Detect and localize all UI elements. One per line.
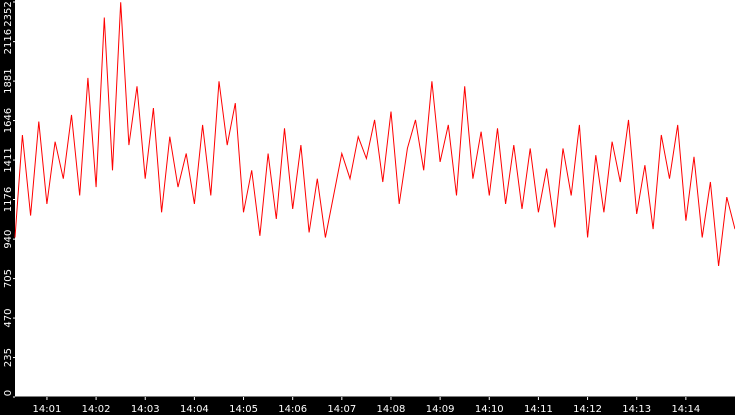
x-axis-band xyxy=(0,397,735,415)
y-axis-ticks: 0 235 470 705 940 1176 1411 1646 1881 2116 2352 xyxy=(3,1,15,398)
y-tick-label: 235 xyxy=(3,348,14,367)
x-tick-label: 14:12 xyxy=(573,404,602,415)
x-tick-label: 14:10 xyxy=(475,404,504,415)
y-tick-label: 0 xyxy=(3,390,14,396)
y-tick-label: 1646 xyxy=(3,108,14,133)
y-tick-label: 470 xyxy=(3,309,14,328)
x-axis-ticks: 14:01 14:02 14:03 14:04 14:05 14:06 14:07 14:08… xyxy=(33,397,700,415)
x-tick-label: 14:03 xyxy=(131,404,160,415)
y-tick-label: 1881 xyxy=(3,68,14,93)
y-tick-label: 940 xyxy=(3,230,14,249)
y-tick-label: 2352 xyxy=(3,1,14,26)
x-tick-label: 14:09 xyxy=(426,404,455,415)
y-tick-label: 1176 xyxy=(3,187,14,212)
x-tick-label: 14:07 xyxy=(327,404,356,415)
y-tick-label: 1411 xyxy=(3,147,14,172)
x-tick-label: 14:05 xyxy=(229,404,258,415)
x-tick-label: 14:06 xyxy=(278,404,307,415)
y-axis-band xyxy=(0,0,15,415)
x-tick-label: 14:08 xyxy=(377,404,406,415)
x-tick-label: 14:11 xyxy=(524,404,553,415)
x-tick-label: 14:04 xyxy=(180,404,209,415)
y-tick-label: 2116 xyxy=(3,29,14,54)
x-tick-label: 14:14 xyxy=(671,404,700,415)
series-line xyxy=(14,2,735,267)
x-tick-label: 14:02 xyxy=(82,404,111,415)
x-tick-label: 14:01 xyxy=(33,404,62,415)
x-tick-label: 14:13 xyxy=(622,404,651,415)
y-tick-label: 705 xyxy=(3,269,14,288)
